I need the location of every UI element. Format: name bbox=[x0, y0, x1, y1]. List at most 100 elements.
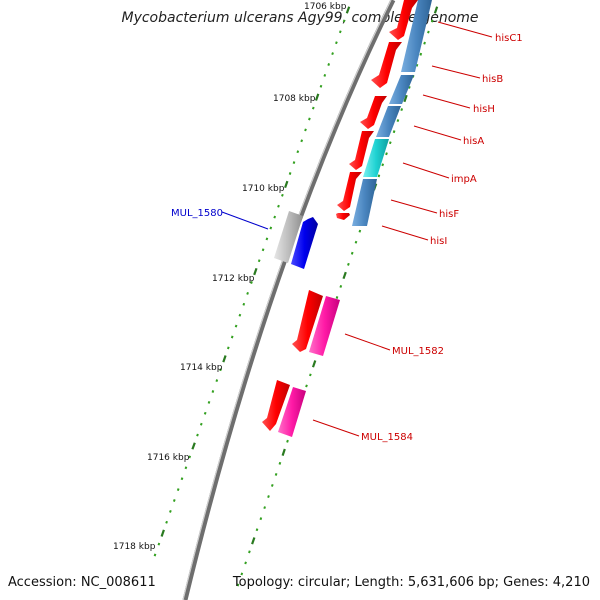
ruler-minor-tick bbox=[169, 509, 172, 513]
gene-label-hisB[interactable]: hisB bbox=[482, 74, 503, 85]
gene-label-hisI[interactable]: hisI bbox=[430, 236, 447, 247]
ruler-minor-tick bbox=[350, 251, 354, 255]
cds-block-grey bbox=[274, 211, 303, 263]
band-segment bbox=[389, 75, 414, 104]
accession-label: Accession: NC_008611 bbox=[8, 575, 156, 590]
ruler-minor-tick bbox=[267, 495, 270, 499]
ruler-minor-tick bbox=[300, 139, 304, 143]
ruler-major-tick bbox=[433, 6, 439, 14]
ruler-minor-tick bbox=[207, 400, 211, 404]
cds-arrow-MUL_1580 bbox=[291, 217, 318, 269]
gene-label-MUL_1582[interactable]: MUL_1582 bbox=[392, 346, 444, 357]
ruler-minor-tick bbox=[236, 583, 240, 587]
ruler-minor-tick bbox=[427, 30, 430, 34]
ruler-minor-tick bbox=[244, 561, 247, 565]
ruler-major-tick bbox=[311, 360, 317, 368]
ruler-minor-tick bbox=[331, 52, 334, 56]
cds-MUL_1582-region bbox=[292, 290, 340, 356]
cds-arrow-hisC1 bbox=[389, 0, 418, 40]
ruler-minor-tick bbox=[180, 477, 184, 481]
leader-hisA bbox=[413, 125, 462, 141]
leader-MUL_1580 bbox=[221, 211, 269, 230]
ruler-minor-tick bbox=[311, 106, 315, 110]
ruler-minor-tick bbox=[176, 488, 180, 492]
genome-backbone bbox=[182, 0, 396, 600]
band-segment bbox=[401, 0, 432, 72]
ruler-minor-tick bbox=[354, 240, 358, 244]
ruler-minor-tick bbox=[273, 215, 277, 219]
map-title: Mycobacterium ulcerans Agy99, complete g… bbox=[121, 10, 479, 26]
ruler-minor-tick bbox=[308, 117, 311, 121]
ruler-minor-tick bbox=[278, 461, 282, 465]
label-leader-lines bbox=[221, 21, 493, 437]
ruler-minor-tick bbox=[335, 296, 339, 299]
ruler-minor-tick bbox=[339, 284, 343, 288]
ruler-minor-tick bbox=[415, 63, 419, 67]
gene-label-hisH[interactable]: hisH bbox=[473, 104, 495, 115]
ruler-minor-tick bbox=[219, 368, 222, 372]
cds-MUL_1580 bbox=[274, 211, 318, 269]
ruler-minor-tick bbox=[392, 130, 396, 134]
ruler-minor-tick bbox=[292, 161, 296, 165]
gene-label-impA[interactable]: impA bbox=[451, 174, 477, 185]
position-ruler-left bbox=[153, 6, 351, 557]
cds-arrow-red-1583 bbox=[262, 380, 290, 431]
ruler-minor-tick bbox=[319, 84, 323, 88]
ruler-minor-tick bbox=[242, 302, 246, 306]
ruler-major-tick bbox=[281, 448, 286, 456]
cds-arrow-impA-hisF bbox=[337, 172, 362, 211]
ruler-minor-tick bbox=[230, 335, 234, 339]
gene-label-hisF[interactable]: hisF bbox=[439, 209, 459, 220]
ruler-minor-tick bbox=[172, 499, 176, 502]
ruler-minor-tick bbox=[419, 52, 423, 56]
gene-label-MUL_1580[interactable]: MUL_1580 bbox=[171, 208, 223, 219]
band-segment-cyan bbox=[363, 139, 389, 177]
tick-label-1706: 1706 kbp bbox=[304, 2, 347, 12]
ruler-minor-tick bbox=[196, 433, 199, 437]
ruler-minor-tick bbox=[153, 553, 157, 557]
ruler-minor-tick bbox=[323, 73, 327, 77]
ruler-minor-tick bbox=[385, 152, 388, 156]
ruler-minor-tick bbox=[215, 379, 219, 383]
ruler-minor-tick bbox=[381, 163, 385, 167]
ruler-minor-tick bbox=[259, 517, 263, 521]
leader-hisB bbox=[431, 65, 481, 79]
ruler-minor-tick bbox=[400, 108, 404, 112]
ruler-minor-tick bbox=[286, 439, 289, 443]
ruler-minor-tick bbox=[263, 506, 266, 510]
gene-label-hisA[interactable]: hisA bbox=[463, 136, 484, 147]
ruler-minor-tick bbox=[423, 41, 426, 45]
tick-label-1708: 1708 kbp bbox=[273, 94, 316, 104]
tick-label-1716: 1716 kbp bbox=[147, 453, 190, 463]
ruler-minor-tick bbox=[240, 572, 244, 576]
gene-label-hisC1[interactable]: hisC1 bbox=[495, 33, 523, 44]
gene-label-MUL_1584[interactable]: MUL_1584 bbox=[361, 432, 413, 443]
ruler-minor-tick bbox=[338, 30, 342, 34]
cds-MUL_1584-region bbox=[262, 380, 306, 437]
leader-impA bbox=[402, 162, 450, 179]
cds-arrow-hisI bbox=[336, 213, 350, 220]
ruler-major-tick bbox=[251, 537, 256, 545]
ruler-minor-tick bbox=[157, 542, 161, 546]
ruler-minor-tick bbox=[199, 422, 203, 426]
leader-hisI bbox=[381, 225, 429, 241]
ruler-major-tick bbox=[160, 529, 165, 537]
cds-arrow-hisB bbox=[371, 42, 402, 88]
ruler-minor-tick bbox=[327, 63, 331, 66]
cds-arrow-hisH bbox=[360, 96, 387, 129]
gene-labels: hisC1 hisB hisH hisA impA hisF hisI MUL_… bbox=[171, 33, 523, 443]
ruler-minor-tick bbox=[226, 346, 230, 350]
tick-label-group: 1706 kbp 1708 kbp 1710 kbp 1712 kbp 1714… bbox=[113, 2, 347, 552]
ruler-minor-tick bbox=[430, 19, 434, 23]
tick-label-1714: 1714 kbp bbox=[180, 363, 223, 373]
leader-hisF bbox=[390, 199, 438, 214]
ruler-minor-tick bbox=[203, 411, 207, 415]
ruler-major-tick bbox=[403, 94, 408, 103]
ruler-major-tick bbox=[345, 6, 351, 14]
ruler-major-tick bbox=[191, 442, 196, 450]
band-segment bbox=[352, 179, 377, 226]
genome-backbone-highlight bbox=[182, 0, 392, 600]
ruler-minor-tick bbox=[188, 455, 192, 459]
